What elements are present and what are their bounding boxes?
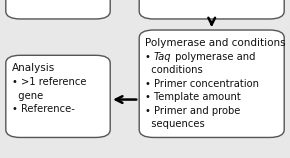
Text: conditions: conditions bbox=[145, 65, 203, 76]
Text: • Template amount: • Template amount bbox=[145, 92, 241, 102]
Text: • >1 reference: • >1 reference bbox=[12, 77, 86, 87]
FancyBboxPatch shape bbox=[139, 0, 284, 19]
FancyBboxPatch shape bbox=[6, 55, 110, 137]
Text: • Primer concentration: • Primer concentration bbox=[145, 79, 259, 89]
Text: • Reference-: • Reference- bbox=[12, 104, 75, 114]
Text: gene: gene bbox=[12, 91, 43, 101]
FancyBboxPatch shape bbox=[139, 30, 284, 137]
Text: • Primer and probe: • Primer and probe bbox=[145, 106, 240, 116]
FancyBboxPatch shape bbox=[6, 0, 110, 19]
Text: Analysis: Analysis bbox=[12, 63, 55, 73]
Text: sequences: sequences bbox=[145, 119, 205, 129]
Text: Taq: Taq bbox=[154, 52, 172, 62]
Text: polymerase and: polymerase and bbox=[172, 52, 255, 62]
Text: •: • bbox=[145, 52, 154, 62]
Text: Polymerase and conditions: Polymerase and conditions bbox=[145, 38, 286, 48]
